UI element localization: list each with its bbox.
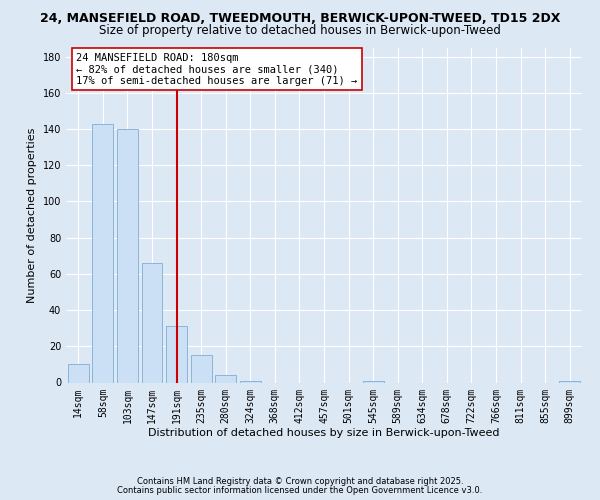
Bar <box>142 263 163 382</box>
Bar <box>215 376 236 382</box>
Y-axis label: Number of detached properties: Number of detached properties <box>27 128 37 302</box>
Text: 24, MANSEFIELD ROAD, TWEEDMOUTH, BERWICK-UPON-TWEED, TD15 2DX: 24, MANSEFIELD ROAD, TWEEDMOUTH, BERWICK… <box>40 12 560 26</box>
Bar <box>68 364 89 382</box>
Bar <box>240 380 261 382</box>
Bar <box>117 129 138 382</box>
Text: Size of property relative to detached houses in Berwick-upon-Tweed: Size of property relative to detached ho… <box>99 24 501 37</box>
Bar <box>166 326 187 382</box>
X-axis label: Distribution of detached houses by size in Berwick-upon-Tweed: Distribution of detached houses by size … <box>148 428 500 438</box>
Bar <box>559 380 580 382</box>
Bar <box>191 356 212 382</box>
Text: 24 MANSEFIELD ROAD: 180sqm
← 82% of detached houses are smaller (340)
17% of sem: 24 MANSEFIELD ROAD: 180sqm ← 82% of deta… <box>76 52 358 86</box>
Text: Contains HM Land Registry data © Crown copyright and database right 2025.: Contains HM Land Registry data © Crown c… <box>137 477 463 486</box>
Text: Contains public sector information licensed under the Open Government Licence v3: Contains public sector information licen… <box>118 486 482 495</box>
Bar <box>92 124 113 382</box>
Bar <box>362 380 383 382</box>
